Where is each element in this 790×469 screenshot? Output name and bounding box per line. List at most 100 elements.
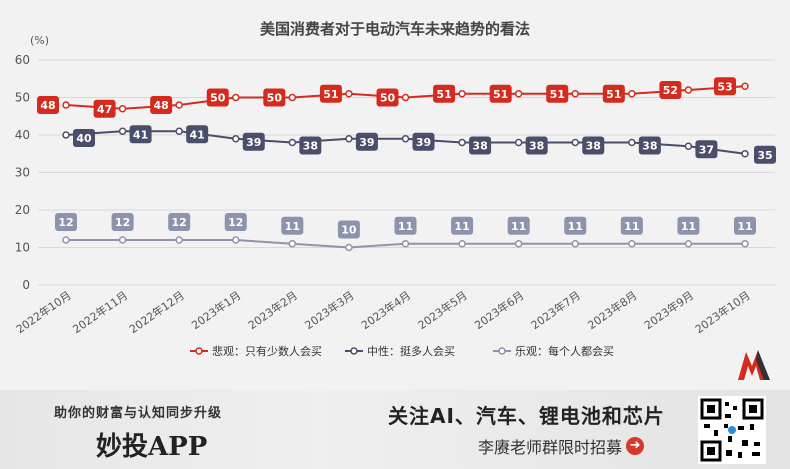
- footer-headline: 关注AI、汽车、锂电池和芯片: [388, 404, 665, 428]
- data-label: 38: [472, 140, 487, 153]
- data-point: [345, 243, 353, 252]
- data-point: [232, 135, 240, 143]
- data-point: [514, 240, 523, 248]
- x-tick-label: 2023年5月: [415, 288, 470, 332]
- data-point: [288, 93, 297, 102]
- y-tick-label: 50: [15, 91, 30, 105]
- data-label: 38: [529, 140, 544, 153]
- data-label: 51: [323, 88, 338, 101]
- data-point: [62, 131, 70, 139]
- x-tick-label: 2023年1月: [189, 288, 244, 332]
- y-tick-label: 0: [22, 278, 30, 292]
- data-label-box: [299, 136, 322, 155]
- data-point: [345, 90, 353, 98]
- data-label: 48: [40, 99, 55, 112]
- legend-label: 乐观：每个人都会买: [515, 344, 614, 358]
- data-label-box: [564, 216, 587, 235]
- data-label: 48: [154, 99, 169, 112]
- x-tick-label: 2023年6月: [472, 288, 527, 332]
- data-label-box: [489, 84, 512, 103]
- data-label: 11: [285, 220, 300, 233]
- data-label-box: [714, 77, 736, 96]
- data-label-box: [620, 216, 643, 235]
- data-label: 11: [511, 220, 526, 233]
- data-label-box: [734, 216, 756, 235]
- data-label: 52: [663, 84, 678, 97]
- data-label: 11: [624, 220, 639, 233]
- data-label: 12: [115, 216, 130, 229]
- arrow-right-icon[interactable]: ➜: [626, 437, 645, 455]
- series-2: 12 12 12 12 11 10 11 11 11 11 11 11 11: [55, 213, 756, 252]
- data-point: [514, 138, 523, 147]
- data-point: [741, 240, 749, 248]
- data-label: 50: [267, 92, 283, 105]
- data-point: [684, 142, 693, 150]
- y-tick-label: 20: [15, 203, 30, 217]
- data-label-box: [677, 216, 700, 235]
- data-label: 51: [436, 88, 451, 101]
- data-label: 38: [303, 140, 318, 153]
- data-label-box: [319, 84, 342, 103]
- data-label: 51: [493, 88, 508, 101]
- y-tick-label: 60: [15, 53, 30, 67]
- y-tick-label: 30: [15, 166, 30, 180]
- data-label-box: [224, 213, 247, 231]
- data-label: 51: [550, 88, 565, 101]
- data-label-box: [469, 136, 492, 155]
- x-tick-label: 2023年9月: [641, 288, 696, 332]
- data-label: 11: [568, 220, 583, 233]
- legend-item-2: 乐观：每个人都会买: [493, 344, 614, 358]
- data-point: [628, 138, 636, 147]
- x-tick-label: 2023年10月: [692, 288, 752, 336]
- data-label-box: [93, 99, 116, 118]
- series-lines: 48 47 48 50 50 51 50 51 51 51 51 52 53 40 41 41 39 38 39 39…: [37, 77, 776, 252]
- qr-code-icon[interactable]: [698, 396, 766, 464]
- data-point: [232, 236, 240, 244]
- data-label-box: [602, 84, 625, 103]
- data-label-box: [394, 216, 417, 235]
- footer-recruit-link[interactable]: 李赓老师群限时招募 ➜: [478, 434, 645, 458]
- data-point: [288, 240, 297, 248]
- data-label: 39: [246, 136, 261, 149]
- data-point: [741, 150, 749, 158]
- data-point: [458, 138, 466, 147]
- data-label-box: [73, 129, 95, 147]
- data-point: [232, 93, 240, 102]
- data-point: [514, 90, 523, 98]
- data-point: [571, 240, 579, 248]
- data-label-box: [546, 84, 569, 103]
- data-point: [288, 138, 297, 147]
- data-label: 40: [76, 132, 92, 145]
- data-label-box: [129, 125, 152, 144]
- x-tick-label: 2023年2月: [245, 288, 300, 332]
- y-axis: 0 10 20 30 40 50 60: [15, 53, 30, 292]
- data-point: [401, 135, 410, 143]
- x-tick-label: 2023年4月: [358, 288, 413, 332]
- data-point: [571, 90, 579, 98]
- data-point: [571, 138, 579, 147]
- x-tick-label: 2022年12月: [126, 288, 186, 336]
- y-axis-unit: (%): [30, 34, 49, 47]
- data-point: [628, 90, 636, 98]
- data-label: 38: [586, 140, 601, 153]
- footer-app-name: 妙投APP: [96, 432, 208, 462]
- footer-slogan: 助你的财富与认知同步升级: [54, 406, 223, 421]
- legend-marker: [350, 347, 358, 355]
- data-point: [401, 240, 410, 248]
- data-label: 11: [681, 220, 696, 233]
- data-label: 35: [757, 149, 772, 162]
- data-point: [345, 135, 353, 143]
- chart-title: 美国消费者对于电动汽车未来趋势的看法: [260, 20, 530, 38]
- brand-logo-icon: [738, 350, 770, 380]
- data-point: [628, 240, 636, 248]
- legend-marker: [195, 347, 203, 355]
- data-label: 10: [341, 224, 357, 237]
- series-0: 48 47 48 50 50 51 50 51 51 51 51 52 53: [37, 77, 749, 118]
- footer-banner: 助你的财富与认知同步升级 妙投APP 关注AI、汽车、锂电池和芯片 李赓老师群限…: [0, 390, 790, 469]
- data-label: 47: [97, 103, 112, 116]
- data-label-box: [451, 216, 474, 235]
- data-label: 12: [58, 216, 73, 229]
- y-tick-label: 40: [15, 128, 30, 142]
- data-label-box: [507, 216, 530, 235]
